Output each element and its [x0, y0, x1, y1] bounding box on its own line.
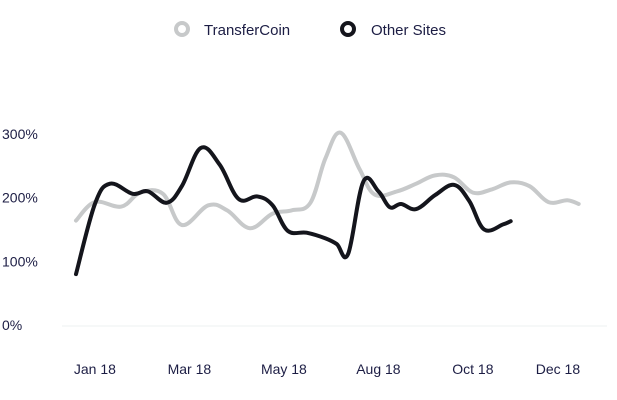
legend-marker-other-sites	[340, 21, 356, 37]
y-axis-ticks: 0% 100% 200% 300%	[2, 126, 38, 333]
y-tick-label-100: 100%	[2, 253, 38, 269]
legend-item-transfercoin[interactable]: TransferCoin	[174, 21, 290, 39]
y-tick-label-200: 200%	[2, 190, 38, 206]
series-line-transfercoin	[74, 130, 581, 231]
x-tick-label-dec-18: Dec 18	[536, 361, 581, 377]
legend-label-transfercoin: TransferCoin	[204, 22, 290, 39]
legend-marker-transfercoin	[174, 21, 190, 37]
series-line-other-sites	[74, 145, 513, 277]
series-lines	[74, 130, 581, 277]
x-axis-ticks: Jan 18 Mar 18 May 18 Aug 18 Oct 18 Dec 18	[74, 361, 580, 377]
legend-label-other-sites: Other Sites	[371, 22, 446, 39]
y-tick-label-300: 300%	[2, 126, 38, 142]
x-tick-label-jan-18: Jan 18	[74, 361, 116, 377]
x-tick-label-may-18: May 18	[261, 361, 307, 377]
legend: TransferCoin Other Sites	[174, 21, 446, 39]
legend-item-other-sites[interactable]: Other Sites	[340, 21, 446, 39]
x-tick-label-aug-18: Aug 18	[356, 361, 401, 377]
x-tick-label-oct-18: Oct 18	[452, 361, 493, 377]
x-tick-label-mar-18: Mar 18	[168, 361, 212, 377]
y-tick-label-0: 0%	[2, 317, 22, 333]
